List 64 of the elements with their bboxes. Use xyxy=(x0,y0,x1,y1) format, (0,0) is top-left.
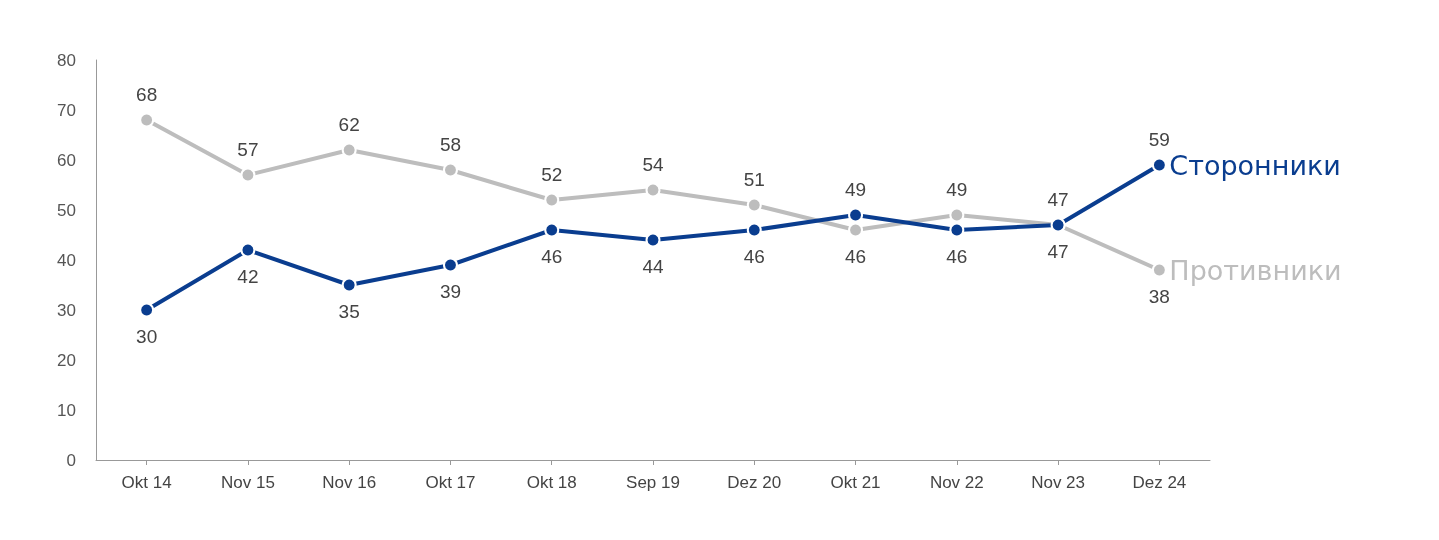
point xyxy=(240,167,256,183)
y-tick-label: 20 xyxy=(57,350,76,370)
data-label: 57 xyxy=(237,138,259,160)
data-label: 51 xyxy=(743,168,765,190)
point xyxy=(240,242,256,258)
x-tick-label: Okt 21 xyxy=(830,473,881,492)
data-label: 46 xyxy=(946,245,968,267)
data-label: 49 xyxy=(844,178,867,200)
y-tick-label: 40 xyxy=(57,250,76,270)
data-label: 58 xyxy=(439,133,462,155)
y-tick-label: 0 xyxy=(66,450,76,470)
x-tick-label: Okt 17 xyxy=(425,473,476,492)
data-label: 46 xyxy=(844,245,867,267)
data-label: 39 xyxy=(439,280,462,302)
point xyxy=(544,192,560,208)
x-tick-label: Dez 24 xyxy=(1132,473,1187,492)
x-tick-label: Okt 18 xyxy=(526,473,577,492)
point xyxy=(544,222,560,238)
point xyxy=(949,207,965,223)
point xyxy=(848,222,864,238)
point xyxy=(139,112,155,128)
y-tick-label: 60 xyxy=(57,150,76,170)
x-tick-label: Okt 14 xyxy=(121,473,172,492)
data-label: 62 xyxy=(338,113,360,135)
point xyxy=(1151,262,1167,278)
point xyxy=(645,182,661,198)
point xyxy=(746,222,762,238)
point xyxy=(341,142,357,158)
y-tick-label: 50 xyxy=(57,200,76,220)
x-tick-label: Nov 15 xyxy=(220,473,275,492)
y-tick-label: 10 xyxy=(57,400,76,420)
x-tick-label: Sep 19 xyxy=(626,473,680,492)
data-label: 35 xyxy=(338,300,360,322)
y-tick-label: 70 xyxy=(57,100,76,120)
x-tick-label: Nov 23 xyxy=(1031,473,1086,492)
data-label: 44 xyxy=(642,255,664,277)
point xyxy=(341,277,357,293)
data-label: 59 xyxy=(1148,128,1170,150)
point xyxy=(139,302,155,318)
data-label: 68 xyxy=(136,83,158,105)
series-label: Сторонники xyxy=(1169,149,1341,181)
point xyxy=(848,207,864,223)
data-label: 46 xyxy=(541,245,563,267)
x-tick-label: Dez 20 xyxy=(727,473,782,492)
point xyxy=(1151,157,1167,173)
point xyxy=(645,232,661,248)
point xyxy=(746,197,762,213)
data-label: 30 xyxy=(136,325,158,347)
x-tick-label: Nov 16 xyxy=(322,473,377,492)
data-label: 52 xyxy=(541,163,563,185)
data-label: 42 xyxy=(237,265,259,287)
y-tick-label: 80 xyxy=(57,50,76,70)
data-label: 54 xyxy=(642,153,664,175)
data-label: 38 xyxy=(1148,285,1170,307)
data-label: 49 xyxy=(946,178,968,200)
x-tick-label: Nov 22 xyxy=(929,473,984,492)
point xyxy=(949,222,965,238)
data-label: 47 xyxy=(1047,240,1069,262)
y-tick-label: 30 xyxy=(57,300,76,320)
data-label: 47 xyxy=(1047,188,1069,210)
point xyxy=(442,257,458,273)
series-label: Противники xyxy=(1169,254,1342,286)
point xyxy=(442,162,458,178)
data-label: 46 xyxy=(743,245,765,267)
